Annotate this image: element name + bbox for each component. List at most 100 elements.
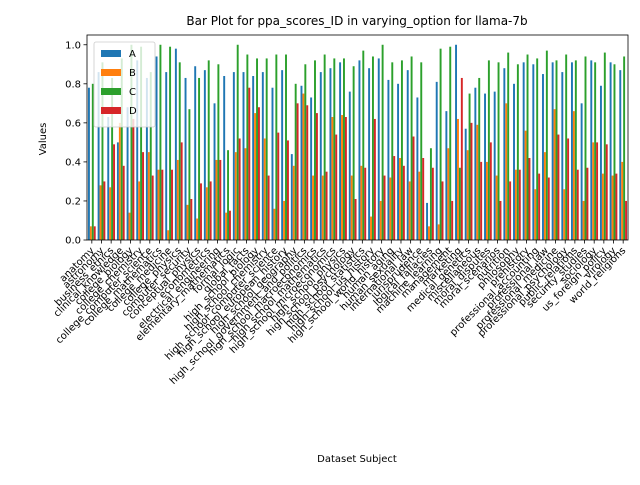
bar-B-anatomy xyxy=(89,226,92,240)
bar-A-clinical_knowledge xyxy=(116,142,119,240)
bar-D-high_school_statistics xyxy=(364,167,367,240)
bar-A-management xyxy=(445,111,448,240)
bar-B-professional_psychology xyxy=(563,189,566,240)
bar-C-electrical_engineering xyxy=(217,64,220,240)
bar-D-public_relations xyxy=(576,169,579,240)
bar-D-jurisprudence xyxy=(422,158,425,240)
bar-D-astronomy xyxy=(103,181,106,240)
bar-A-high_school_world_history xyxy=(377,58,380,241)
bar-C-conceptual_physics xyxy=(198,77,201,240)
bar-B-high_school_statistics xyxy=(360,165,363,240)
bar-C-human_sexuality xyxy=(400,60,403,240)
bar-B-professional_accounting xyxy=(534,189,537,240)
bar-D-conceptual_physics xyxy=(200,183,202,240)
bar-C-high_school_microeconomics xyxy=(333,58,336,241)
bar-C-world_religions xyxy=(623,56,626,241)
bar-C-professional_medicine xyxy=(555,60,558,240)
bar-C-virology xyxy=(613,64,616,240)
legend-swatch-D xyxy=(101,107,121,114)
bar-B-high_school_biology xyxy=(254,113,257,240)
bar-A-global_facts xyxy=(242,72,245,240)
bar-D-security_studies xyxy=(586,167,589,240)
y-axis: 0.0 0.2 0.4 0.6 0.8 1.0 xyxy=(65,40,87,247)
bar-A-astronomy xyxy=(97,72,100,240)
bar-A-elementary_mathematics xyxy=(223,76,226,240)
bar-C-jurisprudence xyxy=(420,62,423,240)
bar-C-high_school_geography xyxy=(294,83,297,240)
bar-B-econometrics xyxy=(205,187,208,240)
y-tick-label: 0.4 xyxy=(65,157,81,168)
bar-B-college_computer_science xyxy=(147,152,150,240)
bar-D-logical_fallacies xyxy=(431,167,434,240)
bar-B-machine_learning xyxy=(437,224,440,240)
bar-C-philosophy xyxy=(516,64,519,240)
bar-B-electrical_engineering xyxy=(215,159,218,240)
bar-C-professional_accounting xyxy=(536,58,539,241)
bar-C-logical_fallacies xyxy=(429,148,432,240)
bar-C-global_facts xyxy=(246,54,249,240)
bar-B-college_chemistry xyxy=(138,181,141,240)
bar-B-high_school_physics xyxy=(341,115,344,240)
bar-B-high_school_microeconomics xyxy=(331,117,334,240)
bar-A-college_computer_science xyxy=(145,77,148,240)
bar-B-moral_scenarios xyxy=(495,175,498,240)
bar-C-security_studies xyxy=(584,56,587,241)
bar-B-formal_logic xyxy=(234,152,237,240)
bar-B-prehistory xyxy=(524,130,527,240)
bar-A-nutrition xyxy=(503,68,506,240)
bar-A-college_mathematics xyxy=(155,56,158,241)
bar-C-high_school_psychology xyxy=(352,66,355,241)
bar-A-prehistory xyxy=(522,62,525,240)
chart-title: Bar Plot for ppa_scores_ID in varying_op… xyxy=(186,14,527,28)
bar-D-college_physics xyxy=(180,142,183,240)
bar-A-college_physics xyxy=(174,48,177,240)
bar-D-marketing xyxy=(460,77,463,240)
bar-C-us_foreign_policy xyxy=(603,52,606,240)
bar-D-moral_disputes xyxy=(489,142,492,240)
bar-C-high_school_us_history xyxy=(371,56,374,241)
bar-D-professional_psychology xyxy=(567,138,570,240)
bar-B-nutrition xyxy=(505,103,508,240)
bar-B-virology xyxy=(611,175,614,240)
bar-A-professional_law xyxy=(542,74,544,240)
bar-D-international_law xyxy=(412,136,415,240)
bar-D-high_school_computer_science xyxy=(277,132,280,240)
bar-D-high_school_us_history xyxy=(373,118,376,240)
bar-A-high_school_computer_science xyxy=(271,87,274,241)
bar-D-high_school_geography xyxy=(296,103,299,240)
legend-label-B: B xyxy=(129,68,136,79)
bar-B-clinical_knowledge xyxy=(118,122,121,240)
bar-D-professional_medicine xyxy=(557,134,560,240)
bar-D-high_school_mathematics xyxy=(325,171,328,240)
bar-A-virology xyxy=(609,62,612,240)
bar-C-elementary_mathematics xyxy=(227,150,230,240)
bar-C-machine_learning xyxy=(439,48,442,240)
bar-C-moral_disputes xyxy=(487,60,490,240)
bar-A-security_studies xyxy=(580,103,583,240)
y-tick-label: 0.0 xyxy=(65,236,81,247)
bar-D-college_chemistry xyxy=(142,152,144,240)
bar-C-nutrition xyxy=(507,52,510,240)
bar-B-human_aging xyxy=(389,177,392,240)
bar-D-machine_learning xyxy=(441,181,444,240)
bar-A-college_medicine xyxy=(165,72,168,240)
bar-D-elementary_mathematics xyxy=(229,210,231,240)
bar-C-business_ethics xyxy=(111,77,114,240)
bar-C-clinical_knowledge xyxy=(120,58,123,241)
bar-A-business_ethics xyxy=(107,117,110,240)
bar-B-professional_medicine xyxy=(553,109,556,240)
bar-B-human_sexuality xyxy=(399,158,401,240)
bar-A-sociology xyxy=(590,60,593,240)
bar-B-high_school_macroeconomics xyxy=(312,175,315,240)
bar-B-high_school_government_and_politics xyxy=(302,93,305,240)
bar-C-econometrics xyxy=(207,60,210,240)
bar-C-management xyxy=(449,46,452,241)
bar-B-conceptual_physics xyxy=(196,218,199,240)
bar-B-high_school_mathematics xyxy=(321,175,324,240)
bar-C-college_medicine xyxy=(169,46,172,241)
bar-D-high_school_psychology xyxy=(354,199,357,240)
legend-swatch-C xyxy=(101,88,121,95)
